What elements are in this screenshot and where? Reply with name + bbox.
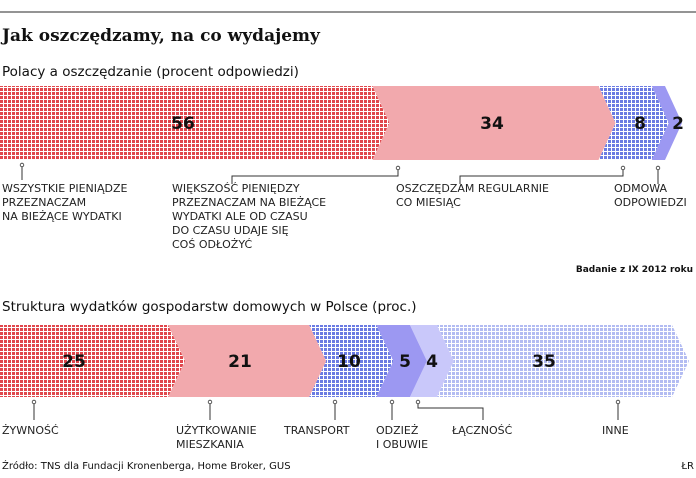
category-label: UŻYTKOWANIE bbox=[176, 424, 257, 437]
category-label: ODPOWIEDZI bbox=[614, 196, 687, 209]
category-label: ŻYWNOŚĆ bbox=[2, 424, 59, 437]
category-label: I OBUWIE bbox=[376, 438, 428, 451]
value-label: 4 bbox=[426, 352, 438, 372]
bar-segment-1-1 bbox=[0, 86, 390, 160]
leader-pin bbox=[207, 399, 213, 405]
value-label: 2 bbox=[672, 114, 684, 134]
value-label: 8 bbox=[634, 114, 646, 134]
category-label: MIESZKANIA bbox=[176, 438, 244, 451]
category-label: OSZCZĘDZAM REGULARNIE bbox=[396, 182, 549, 195]
author-credit: ŁR bbox=[680, 461, 694, 472]
bar-segment-2-1 bbox=[0, 325, 185, 397]
leader-pin bbox=[655, 165, 661, 171]
value-label: 21 bbox=[228, 352, 252, 372]
value-label: 35 bbox=[532, 352, 556, 372]
category-label: ŁĄCZNOŚĆ bbox=[451, 424, 513, 437]
leader-pin bbox=[389, 399, 395, 405]
category-label: TRANSPORT bbox=[283, 424, 350, 437]
chart-title: Jak oszczędzamy, na co wydajemy bbox=[0, 26, 321, 46]
chart-2-subtitle: Struktura wydatków gospodarstw domowych … bbox=[2, 299, 417, 315]
value-label: 5 bbox=[399, 352, 411, 372]
category-label: CO MIESIĄC bbox=[396, 196, 461, 209]
value-label: 34 bbox=[480, 114, 504, 134]
survey-note: Badanie z IX 2012 roku bbox=[576, 265, 693, 275]
value-label: 25 bbox=[62, 352, 86, 372]
value-label: 10 bbox=[337, 352, 361, 372]
leader-pin bbox=[332, 399, 338, 405]
category-label: WYDATKI ALE OD CZASU bbox=[172, 210, 308, 223]
leader-pin bbox=[395, 165, 401, 171]
category-label: WSZYSTKIE PIENIĄDZE bbox=[2, 182, 128, 195]
leader-pin bbox=[19, 162, 25, 168]
category-label: ODMOWA bbox=[614, 182, 668, 195]
category-label: INNE bbox=[602, 424, 629, 437]
leader-pin bbox=[415, 399, 421, 405]
leader-line bbox=[231, 168, 399, 184]
category-label: PRZEZNACZAM bbox=[2, 196, 86, 209]
source-note: Źródło: TNS dla Fundacji Kronenberga, Ho… bbox=[2, 459, 291, 472]
bar-segment-1-4 bbox=[651, 86, 682, 160]
category-label: DO CZASU UDAJE SIĘ bbox=[172, 224, 289, 237]
category-label: COŚ ODŁOŻYĆ bbox=[172, 238, 252, 251]
value-label: 56 bbox=[171, 114, 195, 134]
bar-segment-2-6 bbox=[436, 325, 689, 397]
leader-pin bbox=[615, 399, 621, 405]
category-label: PRZEZNACZAM NA BIEŻĄCE bbox=[172, 196, 326, 209]
bar-segment-2-4 bbox=[376, 325, 427, 397]
leader-line bbox=[417, 402, 484, 420]
leader-line bbox=[459, 168, 624, 184]
bar-segment-2-5 bbox=[409, 325, 454, 397]
leader-pin bbox=[31, 399, 37, 405]
category-label: WIĘKSZOŚĆ PIENIĘDZY bbox=[172, 182, 300, 195]
bar-segment-1-3 bbox=[598, 86, 669, 160]
leader-pin bbox=[620, 165, 626, 171]
bar-segment-2-3 bbox=[309, 325, 394, 397]
category-label: NA BIEŻĄCE WYDATKI bbox=[2, 210, 122, 223]
category-label: ODZIEŻ bbox=[376, 424, 419, 437]
chart-1-subtitle: Polacy a oszczędzanie (procent odpowiedz… bbox=[2, 64, 299, 80]
bar-segment-2-2 bbox=[168, 325, 327, 397]
bar-segment-1-2 bbox=[372, 86, 616, 160]
